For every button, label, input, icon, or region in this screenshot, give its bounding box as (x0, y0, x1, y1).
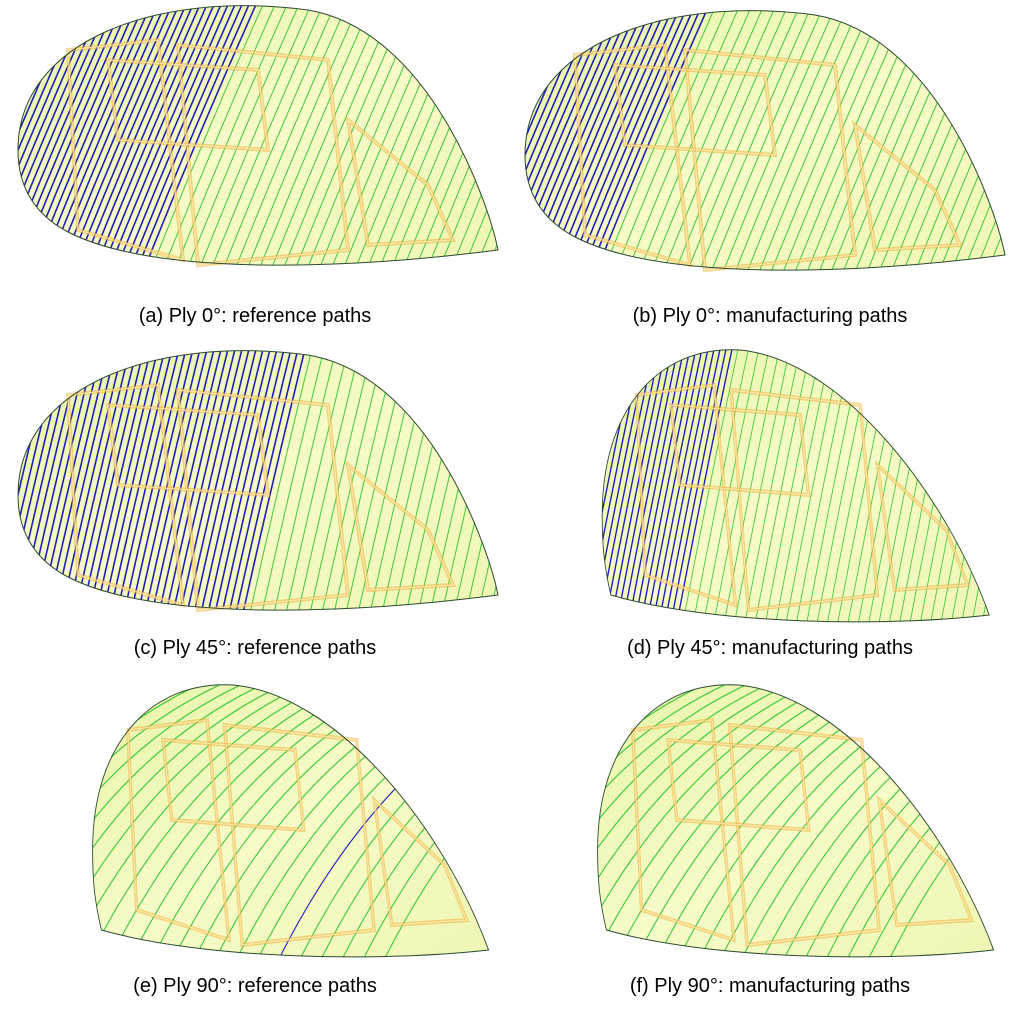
surface (18, 351, 498, 610)
caption: (f) Ply 90°: manufacturing paths (630, 975, 910, 997)
fiber-path (546, 325, 611, 645)
fiber-path (531, 325, 606, 645)
figure: (a) Ply 0°: reference paths (b) Ply 0°: … (0, 0, 1016, 1011)
fiber-path (974, 0, 1016, 305)
fiber-path (988, 325, 1016, 645)
caption: (c) Ply 45°: reference paths (134, 637, 377, 659)
fiber-path (1009, 325, 1016, 645)
fiber-path (957, 325, 1016, 645)
caption: (d) Ply 45°: manufacturing paths (627, 637, 913, 659)
panel-image (0, 325, 666, 645)
fiber-path (999, 325, 1016, 645)
fiber-path (495, 325, 570, 645)
fiber-path (1010, 0, 1016, 305)
panel-image (546, 325, 1016, 645)
fiber-path (519, 325, 594, 645)
fiber-path (507, 325, 582, 645)
caption: (b) Ply 0°: manufacturing paths (633, 305, 908, 327)
panel-image (450, 0, 1016, 305)
fiber-path (483, 325, 558, 645)
caption: (a) Ply 0°: reference paths (139, 305, 372, 327)
fiber-path (998, 0, 1016, 305)
fiber-path (978, 325, 1016, 645)
fiber-path (986, 0, 1016, 305)
surface (18, 6, 498, 265)
caption: (e) Ply 90°: reference paths (133, 975, 377, 997)
